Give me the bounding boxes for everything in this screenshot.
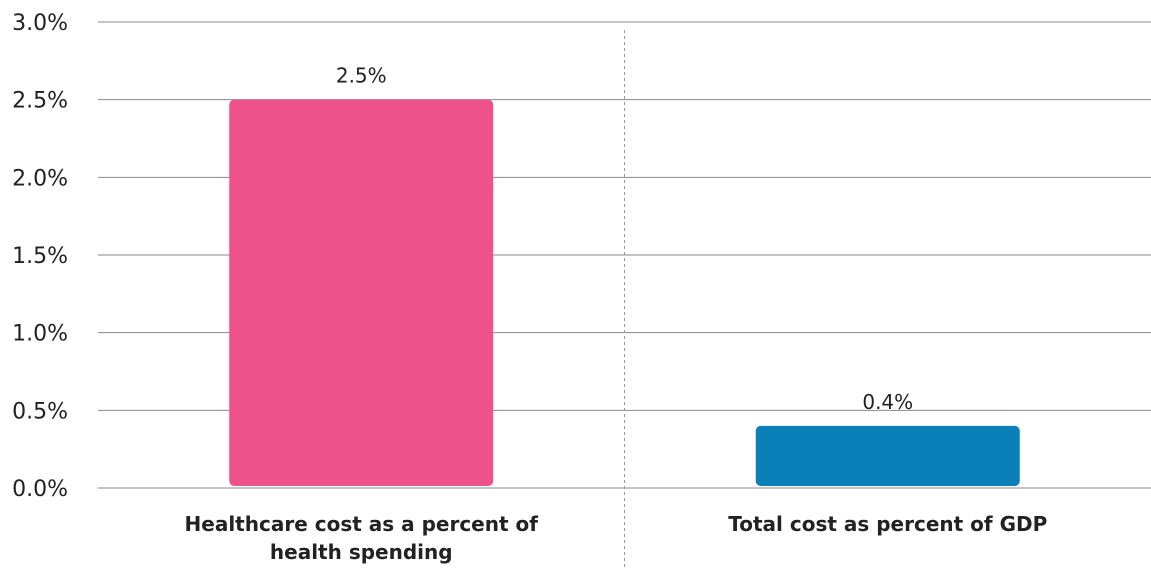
data-label: 0.4% — [862, 390, 913, 414]
y-tick-label: 0.0% — [12, 477, 68, 502]
bar-1 — [229, 99, 494, 487]
category-label: Total cost as percent of GDP — [728, 512, 1047, 536]
y-tick-label: 0.5% — [12, 399, 68, 424]
y-tick-label: 2.5% — [12, 89, 68, 114]
category-label-line: Healthcare cost as a percent of — [185, 512, 539, 536]
y-axis-tick-labels: 0.0% 0.5% 1.0% 1.5% 2.0% 2.5% 3.0% — [12, 11, 68, 502]
bars — [229, 99, 1020, 487]
category-label-line: health spending — [270, 540, 453, 564]
x-axis-category-labels: Healthcare cost as a percent of health sp… — [185, 512, 1048, 564]
data-label: 2.5% — [336, 64, 387, 88]
category-label: Healthcare cost as a percent of health sp… — [185, 512, 539, 564]
category-label-line: Total cost as percent of GDP — [728, 512, 1047, 536]
y-tick-label: 1.5% — [12, 244, 68, 269]
y-tick-label: 3.0% — [12, 11, 68, 36]
bar-2 — [755, 425, 1020, 486]
y-tick-label: 2.0% — [12, 166, 68, 191]
data-labels: 2.5% 0.4% — [336, 64, 913, 414]
y-tick-label: 1.0% — [12, 322, 68, 347]
